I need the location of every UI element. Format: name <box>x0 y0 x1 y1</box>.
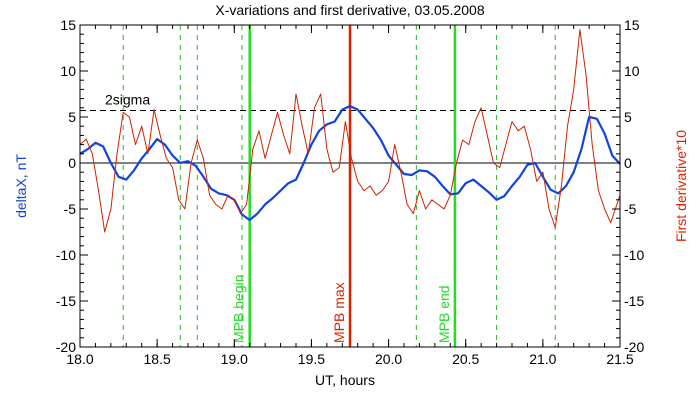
chart-title: X-variations and first derivative, 03.05… <box>215 2 484 18</box>
y2-tick-label: 0 <box>624 155 632 171</box>
y-tick-label: -10 <box>56 247 76 263</box>
threshold-label: 2sigma <box>105 92 150 108</box>
data-lines <box>79 29 621 233</box>
markers: MPB begin MPB max MPB end <box>122 25 556 347</box>
y2-tick-label: 5 <box>624 109 632 125</box>
y2-tick-label: -15 <box>624 293 644 309</box>
y-tick-label: 10 <box>60 63 76 79</box>
derivative-series-line <box>79 29 621 233</box>
y-tick-label: 0 <box>68 155 76 171</box>
x-axis: 18.0 18.5 19.0 19.5 20.0 20.5 21.0 21.5 <box>66 25 634 367</box>
x-tick-label: 21.5 <box>606 351 633 367</box>
x-tick-label: 19.0 <box>221 351 248 367</box>
y2-tick-label: -20 <box>624 339 644 355</box>
left-axis: -20 -15 -10 -5 0 5 10 15 <box>56 17 88 355</box>
y2-tick-label: -5 <box>624 201 637 217</box>
y-tick-label: -5 <box>64 201 77 217</box>
x-tick-label: 18.0 <box>66 351 93 367</box>
x-tick-label: 19.5 <box>298 351 325 367</box>
marker-label: MPB end <box>436 285 452 343</box>
y-tick-label: 5 <box>68 109 76 125</box>
marker-label: MPB begin <box>231 275 247 343</box>
y-tick-label: 15 <box>60 17 76 33</box>
x-axis-label: UT, hours <box>315 372 375 388</box>
marker-label: MPB max <box>331 282 347 343</box>
y2-tick-label: 10 <box>624 63 640 79</box>
x-tick-label: 21.0 <box>529 351 556 367</box>
x-tick-label: 18.5 <box>144 351 171 367</box>
plot-frame <box>79 24 621 348</box>
y2-tick-label: 15 <box>624 17 640 33</box>
deltax-series-line <box>79 104 621 222</box>
x-tick-label: 20.5 <box>452 351 479 367</box>
y2-tick-label: -10 <box>624 247 644 263</box>
y-tick-label: -20 <box>56 339 76 355</box>
y-tick-label: -15 <box>56 293 76 309</box>
y-axis-label-right: First derivative*10 <box>673 130 689 242</box>
y-axis-label-left: deltaX, nT <box>13 154 29 218</box>
right-axis: -20 -15 -10 -5 0 5 10 15 <box>612 17 644 355</box>
x-tick-label: 20.0 <box>375 351 402 367</box>
